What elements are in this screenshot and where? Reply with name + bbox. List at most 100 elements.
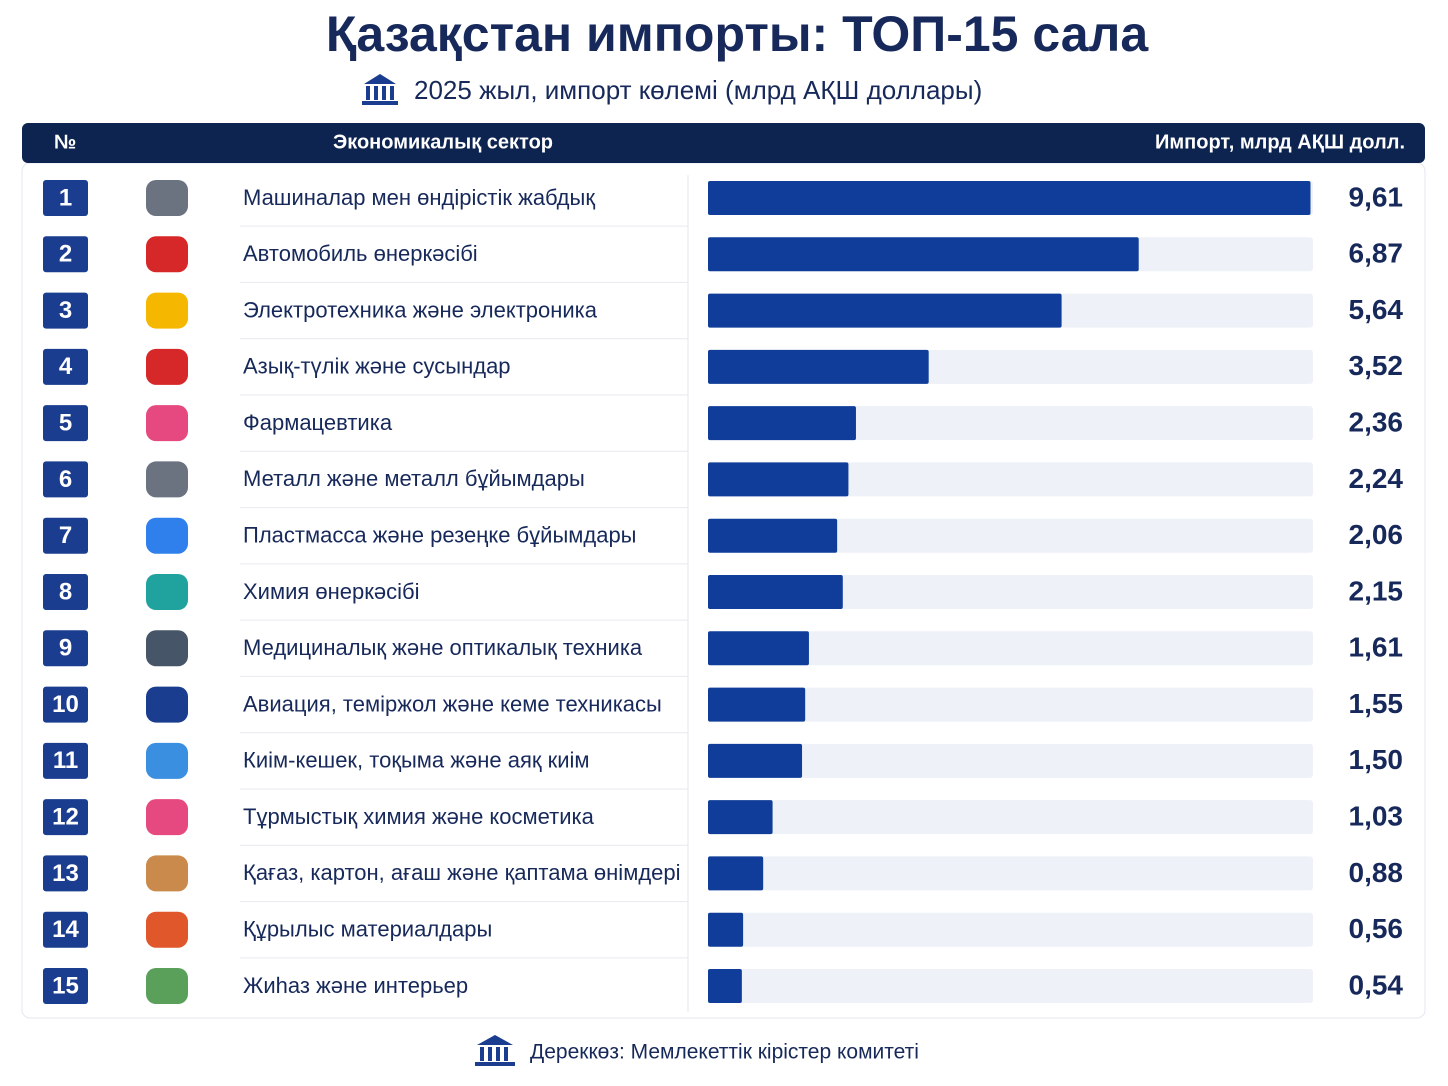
sector-icon: [146, 292, 188, 329]
value-label: 2,36: [1349, 407, 1404, 438]
rank-label: 8: [59, 578, 72, 605]
rank-label: 11: [53, 747, 78, 774]
rank-label: 14: [52, 916, 79, 943]
category-label: Медициналық және оптикалық техника: [243, 635, 643, 660]
value-label: 0,54: [1349, 969, 1404, 1000]
sector-icon: [146, 574, 188, 610]
sector-icon: [146, 911, 188, 948]
bar-track: [708, 575, 1313, 609]
rank-label: 5: [59, 409, 72, 436]
rank-badge: [43, 236, 88, 273]
rank-badge: [43, 405, 88, 442]
sector-icon: [146, 799, 188, 836]
bar: [708, 687, 806, 722]
value-label: 5,64: [1349, 294, 1404, 325]
category-label: Металл және металл бұйымдары: [243, 466, 585, 491]
bank-icon: [475, 1035, 515, 1066]
sector-icon: [146, 517, 188, 554]
category-label: Фармацевтика: [243, 410, 393, 435]
value-label: 1,55: [1349, 688, 1404, 719]
bar-track: [708, 856, 1313, 891]
rank-badge: [43, 630, 88, 667]
rank-label: 2: [59, 241, 72, 268]
value-label: 1,61: [1349, 632, 1404, 663]
bar-track: [708, 518, 1313, 553]
rank-badge: [43, 461, 88, 498]
sector-icon: [146, 686, 188, 723]
bar-track: [708, 800, 1313, 835]
sector-icon: [146, 742, 188, 779]
category-label: Қағаз, картон, ағаш және қаптама өнімдер…: [243, 860, 681, 885]
category-label: Химия өнеркәсібі: [243, 579, 420, 604]
rank-label: 7: [59, 522, 72, 549]
rank-label: 4: [59, 353, 73, 380]
sector-icon: [146, 348, 188, 385]
sector-icon: [146, 236, 188, 273]
value-label: 0,88: [1349, 857, 1404, 888]
rank-label: 6: [59, 466, 72, 493]
bar: [708, 575, 843, 609]
value-label: 9,61: [1349, 181, 1404, 212]
rank-label: 15: [52, 972, 79, 999]
bar: [708, 743, 803, 778]
bar: [708, 237, 1139, 272]
column-header: №: [54, 131, 76, 153]
sector-icon: [146, 405, 188, 442]
bar: [708, 181, 1311, 215]
bar: [708, 800, 773, 835]
rank-badge: [43, 799, 88, 836]
rank-label: 10: [52, 691, 79, 718]
sector-icon: [146, 855, 188, 892]
category-label: Киім-кешек, тоқыма және аяқ киім: [243, 748, 590, 773]
bar: [708, 856, 764, 891]
column-header: Экономикалық сектор: [333, 131, 553, 153]
category-label: Автомобиль өнеркәсібі: [243, 241, 478, 266]
rank-badge: [43, 968, 88, 1004]
column-header: Импорт, млрд АҚШ долл.: [1155, 131, 1405, 153]
bar-track: [708, 631, 1313, 666]
value-label: 2,15: [1349, 575, 1404, 606]
source-note: Дереккөз: Мемлекеттік кірістер комитеті: [530, 1041, 919, 1064]
rank-badge: [43, 574, 88, 610]
category-label: Авиация, теміржол және кеме техникасы: [243, 691, 662, 716]
category-label: Жиһаз және интерьер: [243, 973, 468, 998]
bar: [708, 462, 849, 497]
rank-badge: [43, 855, 88, 892]
rank-badge: [43, 686, 88, 723]
rank-label: 9: [59, 635, 72, 662]
bar: [708, 631, 809, 666]
rank-badge: [43, 292, 88, 329]
rank-label: 12: [52, 803, 79, 830]
rank-label: 3: [59, 297, 72, 324]
table-header: [22, 123, 1425, 163]
chart-subtitle: 2025 жыл, импорт көлемі (млрд АҚШ доллар…: [414, 75, 982, 105]
bar-track: [708, 969, 1313, 1003]
bar: [708, 969, 742, 1003]
value-label: 3,52: [1349, 350, 1404, 381]
rank-badge: [43, 517, 88, 554]
value-label: 2,06: [1349, 519, 1404, 550]
bar-track: [708, 406, 1313, 441]
sector-icon: [146, 180, 188, 216]
category-label: Азық-түлік және сусындар: [243, 354, 511, 379]
category-label: Машиналар мен өндірістік жабдық: [243, 185, 595, 210]
rank-badge: [43, 742, 88, 779]
category-label: Электротехника және электроника: [243, 297, 598, 322]
bank-icon: [362, 74, 398, 105]
rank-label: 1: [59, 184, 72, 211]
category-label: Құрылыс материалдары: [243, 917, 492, 942]
chart-title: Қазақстан импорты: ТОП-15 сала: [326, 6, 1150, 62]
value-label: 6,87: [1349, 238, 1404, 269]
value-label: 2,24: [1349, 463, 1404, 494]
bar: [708, 349, 929, 384]
sector-icon: [146, 461, 188, 498]
bar: [708, 293, 1062, 328]
value-label: 1,03: [1349, 801, 1404, 832]
category-label: Пластмасса және резеңке бұйымдары: [243, 523, 637, 548]
value-label: 0,56: [1349, 913, 1404, 944]
bar-track: [708, 743, 1313, 778]
bar: [708, 406, 856, 441]
category-label: Тұрмыстық химия және косметика: [243, 804, 595, 829]
